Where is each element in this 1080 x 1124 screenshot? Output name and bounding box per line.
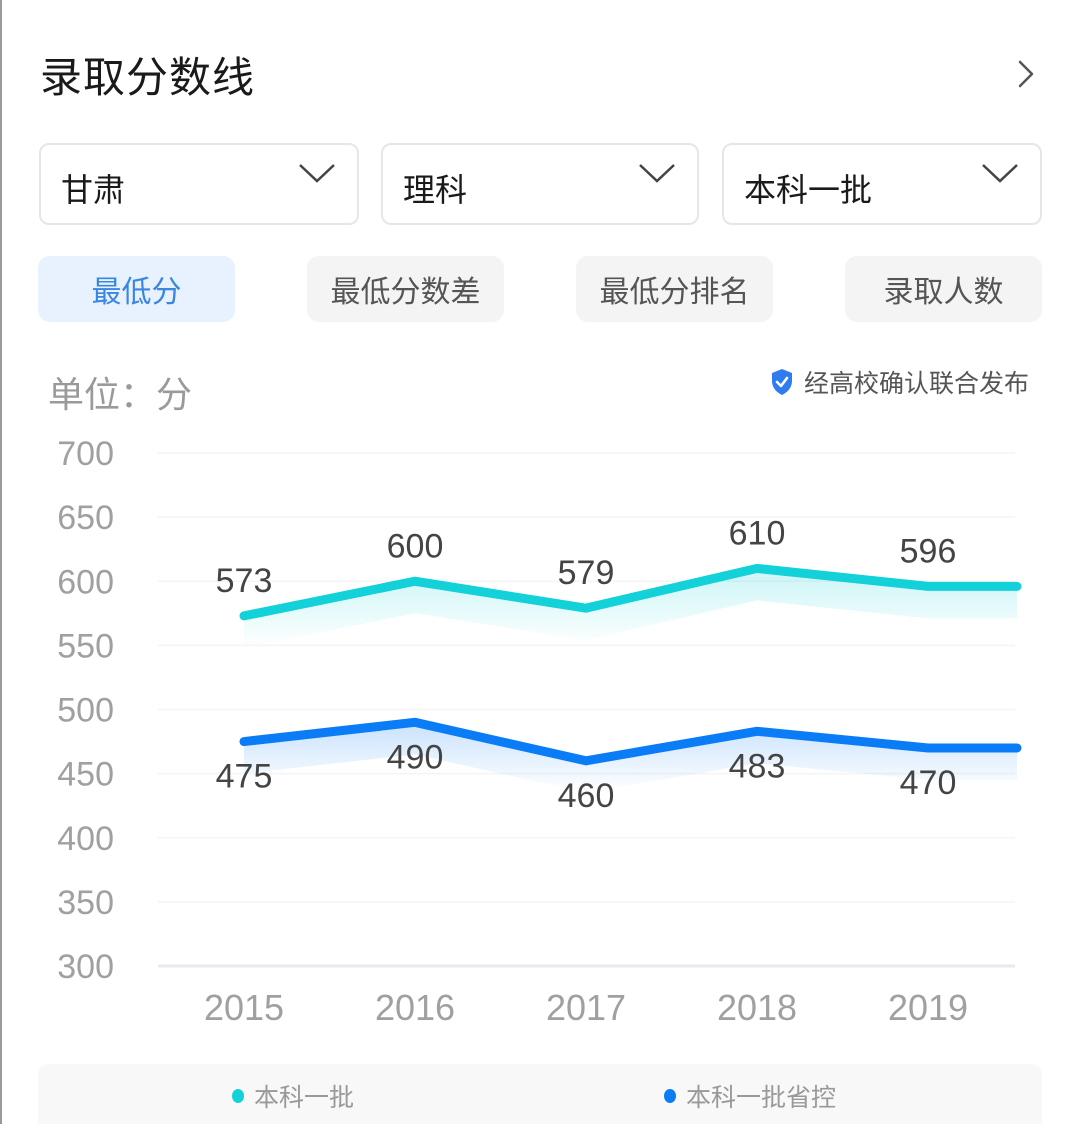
legend-dot-icon [664,1089,676,1103]
shield-check-icon [772,369,792,395]
legend-item-series1[interactable]: 本科一批 [232,1078,354,1114]
y-tick-label: 300 [57,948,114,986]
y-tick-label: 350 [57,884,114,922]
legend-item-series2[interactable]: 本科一批省控 [664,1078,836,1114]
subject-dropdown[interactable]: 理科 [381,143,699,225]
data-label: 460 [558,777,615,815]
chart-legend: 本科一批 本科一批省控 [38,1064,1042,1124]
unit-label: 单位：分 [48,375,193,416]
left-edge-border [0,0,2,1124]
y-tick-label: 400 [57,820,114,858]
x-tick-label: 2016 [375,987,455,1028]
data-label: 579 [558,554,615,592]
data-label: 573 [216,562,273,600]
legend-dot-icon [232,1089,244,1103]
x-tick-label: 2019 [888,987,968,1028]
subject-dropdown-label: 理科 [403,171,468,209]
x-tick-label: 2018 [717,987,797,1028]
legend-label: 本科一批 [254,1083,355,1112]
score-line-chart: 700 650 600 550 500 450 400 350 300 2015 2016 2017 2… [57,435,1022,1028]
y-tick-label: 450 [57,756,114,794]
data-label: 483 [729,747,786,785]
province-dropdown[interactable]: 甘肃 [39,143,359,225]
x-tick-label: 2017 [546,987,626,1028]
series-line [239,563,1022,621]
batch-dropdown-label: 本科一批 [744,171,873,209]
data-label: 490 [387,738,444,776]
chevron-down-icon [639,164,675,183]
chevron-down-icon [299,164,335,183]
page-title: 录取分数线 [40,53,256,102]
x-tick-label: 2015 [204,987,284,1028]
province-dropdown-label: 甘肃 [61,171,126,209]
series-line [239,717,1022,766]
data-label: 475 [216,758,273,796]
data-label: 596 [900,532,957,570]
tab-min-score-rank[interactable]: 最低分排名 [576,256,773,322]
y-tick-label: 600 [57,563,114,601]
chevron-right-icon [1018,60,1034,88]
batch-dropdown[interactable]: 本科一批 [722,143,1042,225]
data-label: 600 [387,527,444,565]
data-label: 470 [900,764,957,802]
y-tick-label: 650 [57,499,114,537]
verified-badge: 经高校确认联合发布 [770,364,1029,400]
chevron-down-icon [982,164,1018,183]
y-tick-label: 550 [57,627,114,665]
y-tick-label: 500 [57,692,114,730]
legend-label: 本科一批省控 [686,1083,837,1112]
tab-min-score-diff[interactable]: 最低分数差 [307,256,504,322]
more-button[interactable] [1010,56,1040,92]
verified-text: 经高校确认联合发布 [804,369,1030,398]
tab-min-score[interactable]: 最低分 [38,256,235,322]
y-tick-label: 700 [57,435,114,473]
data-label: 610 [729,514,786,552]
tab-admission-count[interactable]: 录取人数 [845,256,1042,322]
